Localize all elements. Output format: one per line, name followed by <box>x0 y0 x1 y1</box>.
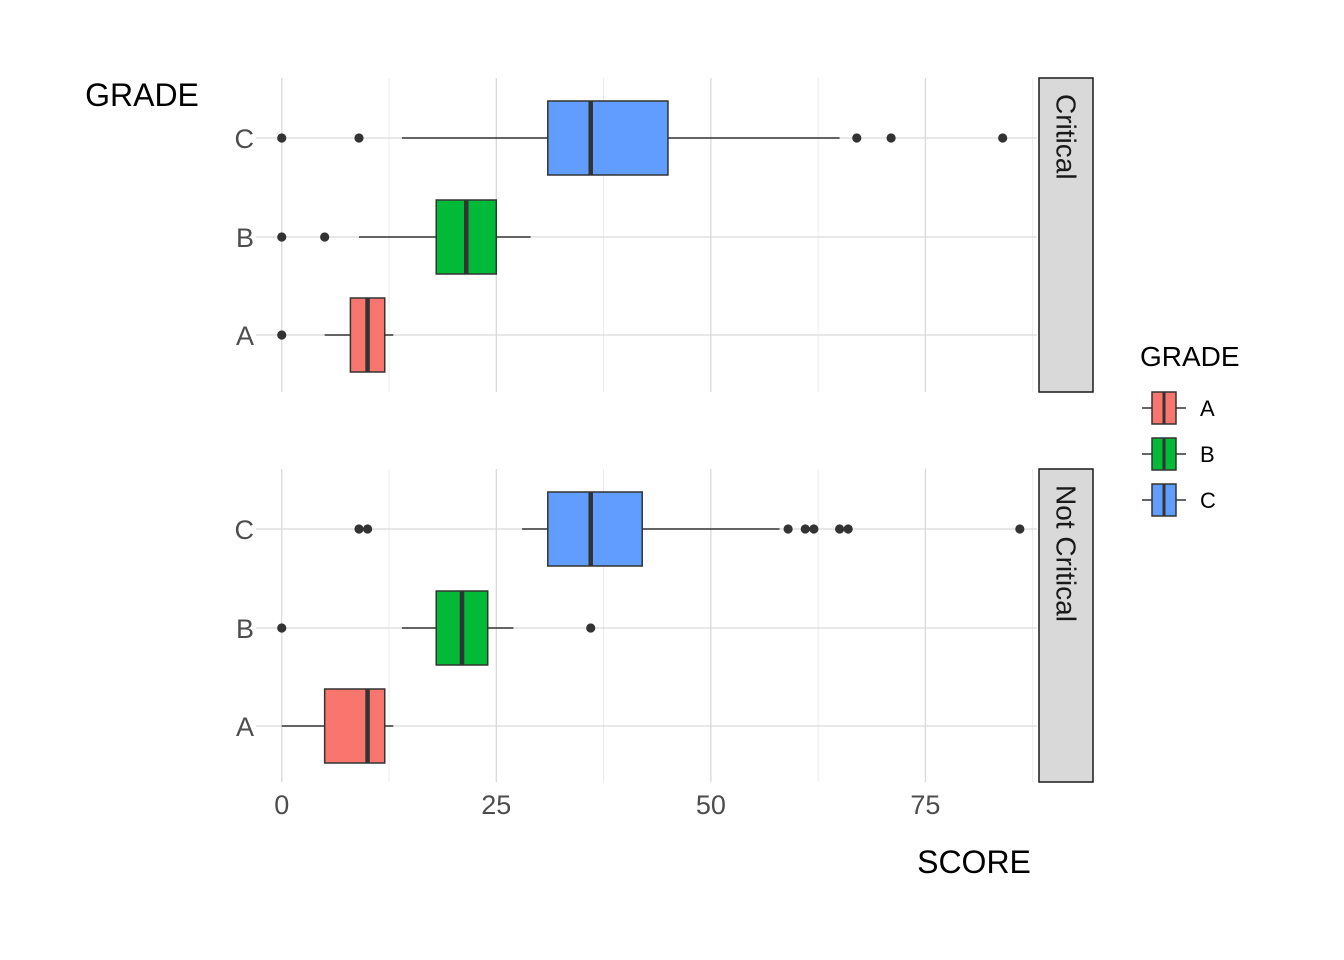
outlier-point <box>320 232 330 242</box>
legend-label: A <box>1200 396 1215 421</box>
outlier-point <box>354 133 364 143</box>
box-A <box>277 297 394 373</box>
box-C <box>277 100 1008 176</box>
outlier-point <box>800 524 810 534</box>
legend-label: B <box>1200 442 1215 467</box>
y-axis-title: GRADE <box>85 77 199 113</box>
outlier-point <box>277 623 287 633</box>
iqr-box <box>547 100 669 176</box>
box-B <box>277 199 531 275</box>
outlier-point <box>277 232 287 242</box>
y-tick-label: B <box>236 614 254 644</box>
outlier-point <box>809 524 819 534</box>
outlier-point <box>277 133 287 143</box>
x-tick-label: 75 <box>910 790 940 820</box>
outlier-point <box>783 524 793 534</box>
x-axis-title: SCORE <box>917 844 1031 880</box>
y-tick-label: C <box>235 515 255 545</box>
outlier-point <box>354 524 364 534</box>
facet-panels: A B C Critical A B C Not Critical 0 25 50 75 <box>235 77 1094 820</box>
legend: GRADE ABC <box>1140 341 1240 517</box>
box-B <box>277 590 596 666</box>
box-A <box>281 688 394 764</box>
x-axis-ticks: 0 25 50 75 <box>274 790 940 820</box>
iqr-box <box>323 688 386 764</box>
facet-strip <box>1038 468 1094 783</box>
legend-key-B: B <box>1142 437 1215 471</box>
y-tick-label: A <box>236 321 254 351</box>
legend-label: C <box>1200 488 1216 513</box>
outlier-point <box>277 330 287 340</box>
facet-strip <box>1038 77 1094 393</box>
x-tick-label: 0 <box>274 790 289 820</box>
facet-panel-0: A B C Critical <box>235 77 1094 393</box>
legend-key-C: C <box>1142 483 1216 517</box>
outlier-point <box>835 524 845 534</box>
outlier-point <box>362 524 373 534</box>
facet-panel-1: A B C Not Critical <box>235 468 1094 783</box>
x-tick-label: 50 <box>696 790 726 820</box>
x-tick-label: 25 <box>481 790 511 820</box>
outlier-point <box>886 133 896 143</box>
iqr-box <box>547 491 643 567</box>
outlier-point <box>1015 524 1025 534</box>
y-tick-label: C <box>235 124 255 154</box>
outlier-point <box>843 524 853 534</box>
outlier-point <box>852 133 862 143</box>
facet-strip-label: Critical <box>1051 94 1082 180</box>
outlier-point <box>586 623 596 633</box>
facet-strip-label: Not Critical <box>1051 485 1082 622</box>
legend-key-A: A <box>1142 391 1215 425</box>
legend-title: GRADE <box>1140 341 1240 372</box>
y-tick-label: A <box>236 712 254 742</box>
outlier-point <box>998 133 1008 143</box>
y-tick-label: B <box>236 223 254 253</box>
box-C <box>354 491 1025 567</box>
